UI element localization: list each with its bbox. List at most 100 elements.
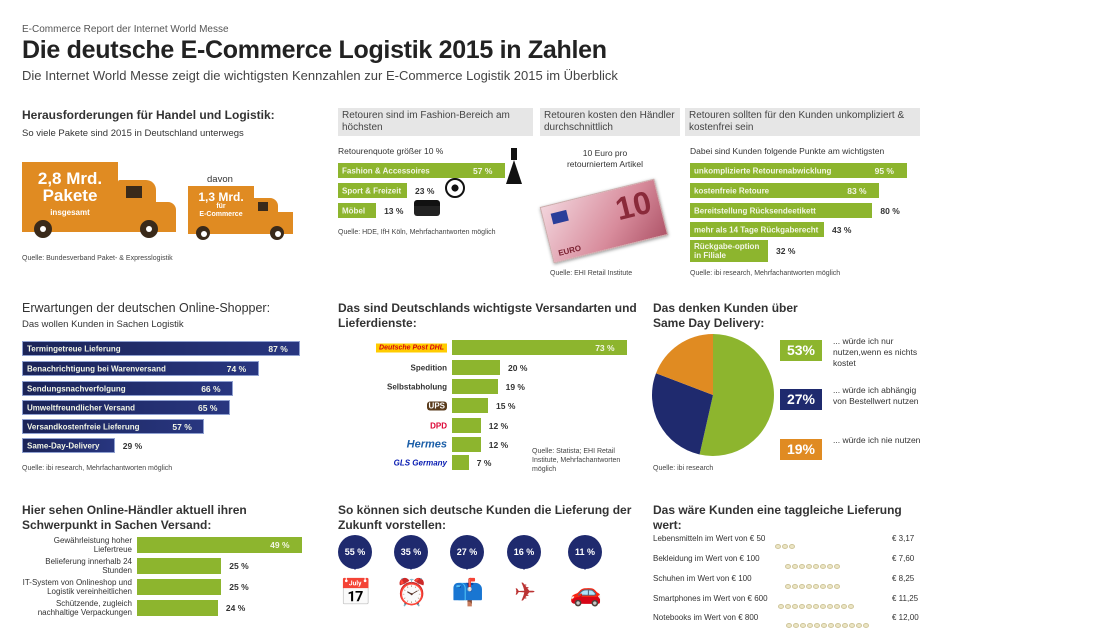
coin-icon [842,623,848,628]
bar-row: Umweltfreundlicher Versand 65 % [22,400,312,415]
bar-value: 12 % [488,439,509,450]
bar: Termingetreue Lieferung [22,341,301,356]
bar: Umweltfreundlicher Versand [22,400,230,415]
truck-small-icon: 1,3 Mrd. für E-Commerce [188,186,298,242]
bar-row: Möbel 13 % [338,203,538,218]
coin-icon [827,604,833,609]
bar: Bereitstellung Rücksendeetikett [690,203,873,218]
bar-label: kostenfreie Retoure [694,186,770,195]
bar: Benachrichtigung bei Warenversand [22,361,259,376]
bar: Möbel [338,203,377,218]
coins-icon [785,576,841,594]
coin-icon [799,584,805,589]
coin-icon [813,564,819,569]
bar [452,398,488,413]
bar-value: 74 % [226,363,247,374]
coin-icon [792,584,798,589]
coin-icon [778,604,784,609]
bar [137,558,222,574]
coin-icon [792,604,798,609]
bar-label: Same-Day-Delivery [27,441,100,450]
fashion-title: Retouren sind im Fashion-Bereich am höch… [338,108,533,136]
coin-icon [828,623,834,628]
coin-icon [835,623,841,628]
bar-row: Hermes 12 % [407,437,632,452]
bar-value: 13 % [384,205,404,216]
item-label: Lebensmitteln im Wert von € 50 [653,534,766,543]
bar-row: Belieferung innerhalb 24 Stunden 25 % [45,557,327,575]
bar-row: Deutsche Post DHL 73 % [376,340,632,355]
coin-icon [785,584,791,589]
drone-icon: ✈ [514,577,536,607]
bar-value: 95 % [874,165,894,176]
coin-icon [806,584,812,589]
bar: Versandkostenfreie Lieferung [22,419,205,434]
pie-chart [652,334,774,456]
bar-row: Versandkostenfreie Lieferung 57 % [22,419,312,434]
kicker: E-Commerce Report der Internet World Mes… [22,24,229,35]
bar-label: Gewährleistung hoher Liefertreue [53,536,132,554]
page-title: Die deutsche E-Commerce Logistik 2015 in… [22,36,607,64]
bar-value: 20 % [508,362,528,373]
bar-label: IT-System von Onlineshop und Logistik ve… [22,578,132,596]
bar-row: Termingetreue Lieferung 87 % [22,341,312,356]
bar-value: 19 % [505,381,525,392]
pie-slice [656,334,713,395]
bar-label: DPD [430,421,447,430]
coin-icon [834,604,840,609]
bar-value: 23 % [415,185,435,196]
item-label: Notebooks im Wert von € 800 [653,613,759,622]
coin-icon [799,604,805,609]
parcels-subtitle: So viele Pakete sind 2015 in Deutschland… [22,128,244,139]
bar-row: Selbstabholung 19 % [387,379,632,394]
bar: Same-Day-Delivery [22,438,115,453]
percent-pin: 55 % [338,535,372,570]
page-subtitle: Die Internet World Messe zeigt die wicht… [22,68,618,83]
coin-icon [813,604,819,609]
legend-value: 19% [780,439,822,460]
bar-label: Hermes [406,438,447,450]
bar-row: Same-Day-Delivery 29 % [22,438,312,453]
item-value: € 8,25 [892,574,915,583]
item-value: € 3,17 [892,534,915,543]
bar [452,340,628,355]
bar-row: IT-System von Onlineshop und Logistik ve… [23,578,327,596]
coin-icon [782,544,788,549]
percent-pin: 16 % [507,535,541,570]
bar-value: 25 % [229,561,249,571]
coin-icon [799,564,805,569]
ecom-parcels: 1,3 Mrd. [198,190,244,204]
bar-row: Sendungsnachverfolgung 66 % [22,381,312,396]
bar: Sendungsnachverfolgung [22,381,234,396]
bar [452,455,469,470]
bar-row: UPS 15 % [426,398,632,413]
coin-icon [834,564,840,569]
item-value: € 12,00 [892,613,919,622]
expectations-title: Erwartungen der deutschen Online-Shopper… [22,301,271,315]
customer-returns-title: Retouren sollten für den Kunden unkompli… [685,108,920,136]
customer-returns-source: Quelle: ibi research, Mehrfachantworten … [690,270,841,277]
truck-large-icon: 2,8 Mrd. Pakete insgesamt [22,162,177,242]
pie-slice [652,373,713,455]
coin-icon [863,623,869,628]
daily-value-title: Das wäre Kunden eine taggleiche Lieferun… [653,503,902,532]
percent-pin: 35 % [394,535,428,570]
legend-value: 53% [780,340,822,361]
item-value: € 7,60 [892,554,915,563]
coin-icon [841,604,847,609]
bar-value: 12 % [488,420,509,431]
calendar-icon: 📅 [339,577,373,607]
davon-label: davon [207,174,233,185]
bar [452,360,500,375]
bar-value: 80 % [880,205,900,216]
bar-value: 57 % [473,165,493,176]
bar-label: Deutsche Post DHL [376,343,447,352]
euro-text-line2: retourniertem Artikel [566,159,644,169]
bar-value: 66 % [201,383,221,394]
coins-icon [775,536,796,554]
bar-row: Fashion & Accessoires 57 % [338,163,538,178]
bar [452,379,498,394]
note-value: 10 [611,183,655,228]
bar-label: Benachrichtigung bei Warenversand [27,364,166,373]
bar-value: 49 % [270,540,290,550]
